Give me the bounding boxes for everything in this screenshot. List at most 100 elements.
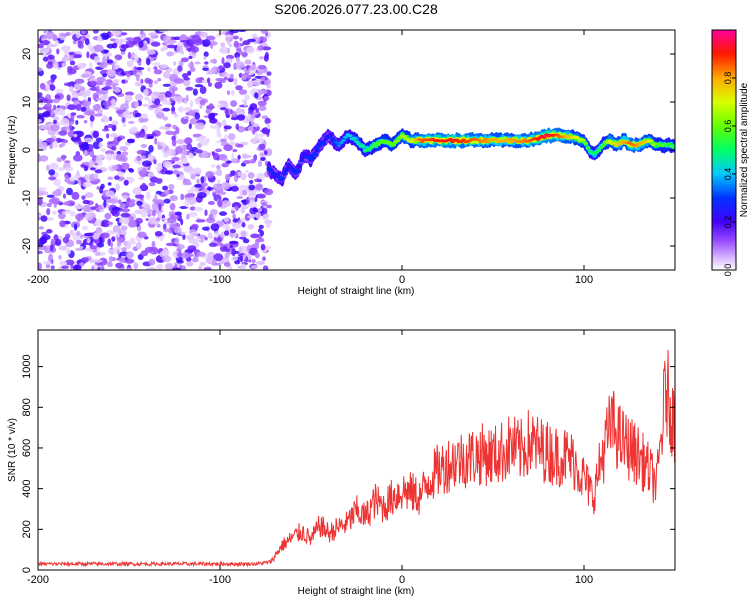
heatmap-noise-blob <box>52 210 57 215</box>
heatmap-noise-blob <box>93 30 99 34</box>
heatmap-noise-blob <box>217 199 223 207</box>
heatmap-noise-blob <box>111 236 116 242</box>
y-tick-label: 800 <box>21 398 33 416</box>
heatmap-noise-blob <box>89 115 95 122</box>
heatmap-noise-blob <box>136 200 143 206</box>
heatmap-noise-blob <box>237 154 241 160</box>
heatmap-noise-blob <box>172 95 177 102</box>
heatmap-noise-blob <box>42 35 48 39</box>
heatmap-noise-blob <box>73 83 80 89</box>
heatmap-noise-blob <box>235 85 243 91</box>
heatmap-noise-blob <box>202 188 208 193</box>
heatmap-noise-blob <box>185 199 189 208</box>
heatmap-noise-blob <box>176 45 184 54</box>
heatmap-noise-blob <box>103 100 112 107</box>
heatmap-noise-blob <box>240 263 247 270</box>
heatmap-noise-blob <box>171 139 177 147</box>
heatmap-noise-blob <box>163 71 171 79</box>
heatmap-noise-blob <box>80 257 89 263</box>
heatmap-noise-blob <box>238 72 243 78</box>
heatmap-noise-blob <box>175 126 180 135</box>
heatmap-noise-blob <box>221 57 225 65</box>
heatmap-noise-blob <box>217 100 228 105</box>
heatmap-noise-blob <box>212 183 222 190</box>
heatmap-ridge-mark <box>493 137 499 141</box>
heatmap-noise-blob <box>183 78 191 87</box>
heatmap-noise-blob <box>159 126 169 130</box>
heatmap-noise-blob <box>195 219 206 223</box>
heatmap-noise-blob <box>115 233 120 238</box>
heatmap-noise-blob <box>257 160 263 168</box>
y-tick-label: 0 <box>21 147 33 153</box>
heatmap-noise-blob <box>151 132 157 137</box>
heatmap-noise-blob <box>160 64 168 69</box>
heatmap-noise-blob <box>40 215 48 222</box>
heatmap-noise-blob <box>38 262 42 270</box>
heatmap-noise-blob <box>53 140 58 148</box>
heatmap-noise-blob <box>48 176 57 181</box>
heatmap-noise-blob <box>172 164 181 169</box>
heatmap-noise-blob <box>155 112 165 119</box>
heatmap-noise-blob <box>103 49 109 53</box>
heatmap-noise-blob <box>155 217 161 222</box>
heatmap-noise-blob <box>189 67 196 72</box>
heatmap-ridge-mark <box>295 168 300 172</box>
heatmap-noise-blob <box>121 151 129 156</box>
heatmap-noise-blob <box>148 182 156 187</box>
heatmap-noise-blob <box>92 130 99 139</box>
heatmap-noise-blob <box>58 245 68 251</box>
heatmap-noise-blob <box>46 208 51 216</box>
bottom-x-axis-label: Height of straight line (km) <box>298 586 415 597</box>
heatmap-noise-blob <box>93 44 104 52</box>
heatmap-noise-blob <box>173 169 180 175</box>
heatmap-noise-blob <box>69 123 72 130</box>
heatmap-noise-blob <box>250 233 260 239</box>
colorbar-label: Normalized spectral amplitude <box>739 82 750 217</box>
heatmap-noise-blob <box>199 140 209 146</box>
bottom-x-ticks: -200 -100 0 100 <box>27 330 593 586</box>
heatmap-noise-blob <box>185 94 189 102</box>
heatmap-noise-blob <box>103 86 112 90</box>
heatmap-noise-blob <box>198 234 207 240</box>
y-tick-label: 10 <box>21 96 33 108</box>
heatmap-noise-blob <box>228 133 236 141</box>
heatmap-noise-blob <box>49 244 54 252</box>
heatmap-ridge-mark <box>273 172 279 176</box>
heatmap-noise-blob <box>207 232 213 239</box>
heatmap-noise-blob <box>204 61 209 65</box>
heatmap-noise-blob <box>247 125 254 132</box>
colorbar-gradient <box>711 29 737 271</box>
heatmap-noise-blob <box>188 123 192 130</box>
heatmap-noise-blob <box>102 73 108 78</box>
heatmap-noise-blob <box>171 156 180 162</box>
heatmap-noise-blob <box>189 118 198 125</box>
heatmap-noise-blob <box>141 113 149 119</box>
heatmap-noise-blob <box>89 80 97 87</box>
heatmap-noise-blob <box>138 130 146 138</box>
heatmap-noise-blob <box>215 148 222 153</box>
heatmap-noise-blob <box>116 240 122 247</box>
heatmap-noise-blob <box>199 105 203 109</box>
heatmap-noise-blob <box>109 132 118 138</box>
heatmap-noise-blob <box>140 143 148 149</box>
heatmap-noise-blob <box>107 69 117 77</box>
heatmap-noise-blob <box>48 162 59 171</box>
heatmap-noise-blob <box>233 77 238 86</box>
heatmap-noise-blob <box>225 108 229 117</box>
heatmap-noise-blob <box>83 232 94 237</box>
heatmap-noise-blob <box>82 199 90 205</box>
heatmap-noise-blob <box>248 201 258 209</box>
heatmap-noise-blob <box>68 52 75 56</box>
heatmap-noise-blob <box>166 44 177 49</box>
heatmap-noise-blob <box>219 243 224 248</box>
heatmap-noise-blob <box>45 84 50 92</box>
heatmap-noise-blob <box>62 193 67 199</box>
heatmap-noise-blob <box>167 217 177 224</box>
heatmap-noise-blob <box>163 198 171 204</box>
heatmap-noise-blob <box>78 90 88 97</box>
heatmap-noise-blob <box>238 89 248 95</box>
heatmap-noise-blob <box>109 242 114 248</box>
heatmap-noise-blob <box>266 84 271 89</box>
heatmap-noise-blob <box>264 79 271 86</box>
